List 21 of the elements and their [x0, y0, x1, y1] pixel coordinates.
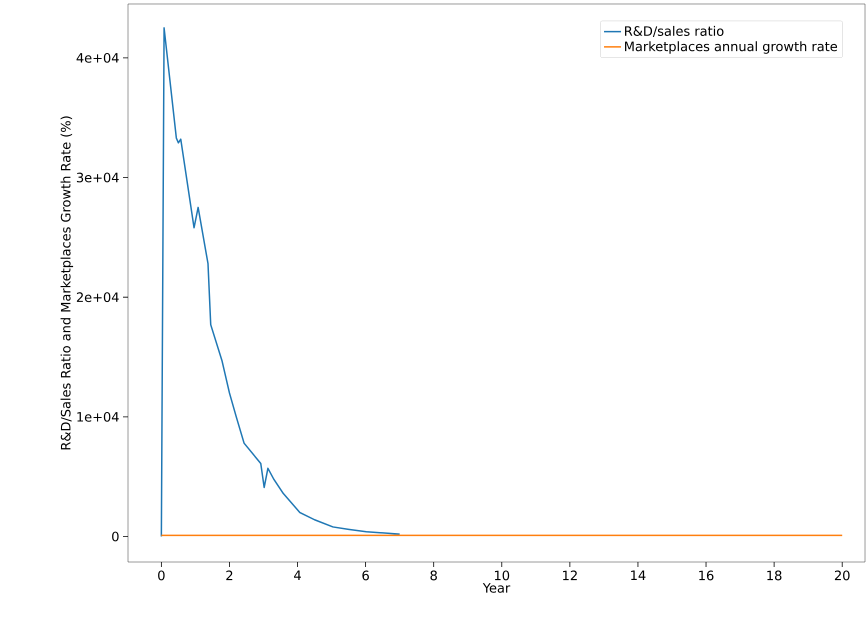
x-axis-title: Year [482, 583, 510, 593]
line-series [160, 27, 400, 538]
x-tick-label: 2 [226, 570, 232, 580]
x-tick-label: 14 [631, 570, 646, 580]
legend-label: Marketplaces annual growth rate [625, 41, 838, 54]
y-tick-label: 1e+04 [77, 412, 119, 422]
x-tick-label: 10 [494, 570, 510, 580]
x-tick-label: 18 [767, 570, 782, 580]
y-axis-title: R&D/Sales Ratio and Marketplaces Growth Rate (%) [60, 116, 74, 450]
y-tick-label: 4e+04 [76, 52, 119, 63]
x-tick-label: 4 [294, 570, 301, 580]
y-tick-label: 0 [112, 532, 119, 542]
y-tick-label: 3e+04 [76, 172, 119, 182]
x-tick-label: 20 [834, 570, 850, 580]
x-tick-label: 6 [362, 570, 369, 580]
legend-label: R&D/sales ratio [625, 26, 724, 37]
x-tick-label: 12 [563, 570, 577, 580]
y-tick-label: 2e+04 [76, 292, 119, 302]
x-tick-label: 0 [158, 570, 165, 580]
x-tick-label: 8 [430, 570, 437, 580]
x-tick-label: 16 [699, 570, 714, 580]
